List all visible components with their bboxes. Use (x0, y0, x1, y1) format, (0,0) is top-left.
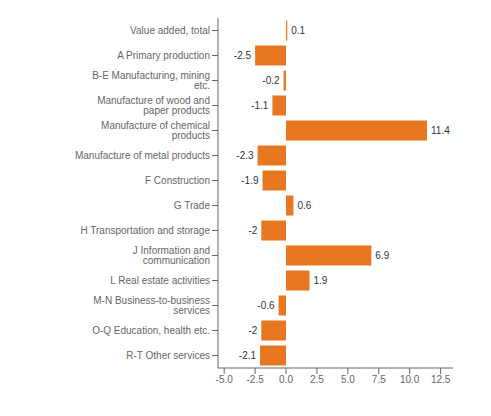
svg-text:2.5: 2.5 (310, 374, 324, 385)
svg-text:A Primary production: A Primary production (117, 50, 210, 61)
svg-text:0.6: 0.6 (297, 200, 311, 211)
svg-text:-2.5: -2.5 (246, 374, 264, 385)
svg-text:-2.5: -2.5 (234, 50, 252, 61)
svg-text:H Transportation and storage: H Transportation and storage (80, 225, 210, 236)
svg-text:0.1: 0.1 (291, 25, 305, 36)
svg-text:Value added, total: Value added, total (130, 25, 210, 36)
svg-text:Manufacture of chemicalproduct: Manufacture of chemicalproducts (101, 120, 210, 141)
svg-text:0.0: 0.0 (279, 374, 293, 385)
svg-text:-5.0: -5.0 (216, 374, 234, 385)
svg-text:-1.9: -1.9 (241, 175, 259, 186)
svg-text:R-T Other services: R-T Other services (126, 350, 210, 361)
svg-text:-2: -2 (248, 325, 257, 336)
svg-text:-2.1: -2.1 (239, 350, 257, 361)
svg-text:B-E Manufacturing, miningetc.: B-E Manufacturing, miningetc. (92, 70, 210, 91)
svg-text:7.5: 7.5 (372, 374, 386, 385)
svg-text:O-Q Education, health etc.: O-Q Education, health etc. (92, 325, 210, 336)
svg-text:-1.1: -1.1 (251, 100, 269, 111)
svg-text:-2.3: -2.3 (236, 150, 254, 161)
svg-text:-2: -2 (248, 225, 257, 236)
svg-text:J Information andcommunication: J Information andcommunication (133, 245, 210, 266)
svg-text:Manufacture of metal products: Manufacture of metal products (75, 150, 210, 161)
svg-text:6.9: 6.9 (375, 250, 389, 261)
svg-text:5.0: 5.0 (341, 374, 355, 385)
svg-text:-0.2: -0.2 (262, 75, 280, 86)
svg-text:Manufacture of wood andpaper p: Manufacture of wood andpaper products (97, 95, 210, 116)
svg-text:10.0: 10.0 (400, 374, 420, 385)
svg-text:-0.6: -0.6 (257, 300, 275, 311)
svg-text:12.5: 12.5 (431, 374, 451, 385)
svg-text:G Trade: G Trade (174, 200, 211, 211)
svg-text:F Construction: F Construction (145, 175, 210, 186)
svg-text:L Real estate activities: L Real estate activities (110, 275, 210, 286)
svg-text:1.9: 1.9 (314, 275, 328, 286)
svg-text:11.4: 11.4 (431, 125, 450, 136)
svg-text:M-N Business-to-businessservic: M-N Business-to-businessservices (93, 295, 210, 316)
